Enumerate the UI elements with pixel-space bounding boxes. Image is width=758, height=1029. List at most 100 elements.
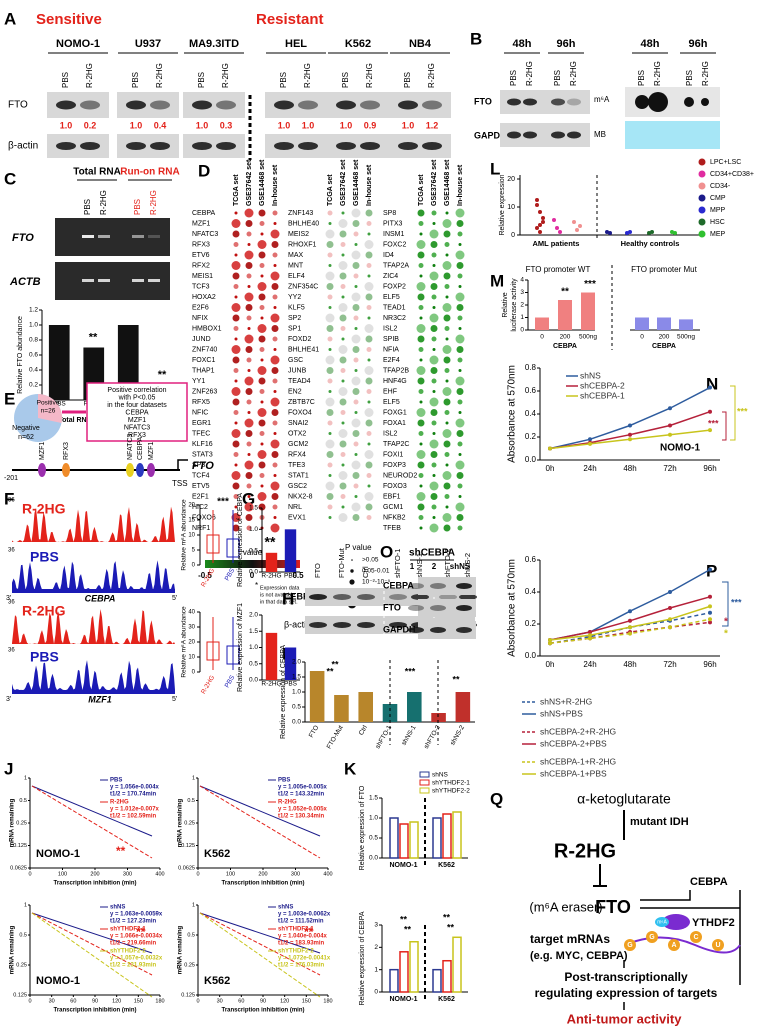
bar bbox=[334, 695, 349, 722]
bar bbox=[399, 823, 409, 859]
protein bbox=[662, 914, 690, 930]
label: PBS bbox=[637, 70, 646, 86]
dot bbox=[416, 366, 426, 375]
dot bbox=[419, 232, 423, 236]
dot bbox=[431, 252, 437, 258]
dot bbox=[456, 304, 464, 311]
dot bbox=[444, 284, 450, 289]
dot bbox=[364, 282, 374, 291]
label: 1.0 bbox=[278, 120, 291, 130]
dot bbox=[442, 261, 452, 270]
dot bbox=[366, 347, 372, 352]
legend-dot bbox=[698, 218, 706, 226]
dot bbox=[244, 460, 254, 470]
dot bbox=[325, 439, 335, 449]
band bbox=[389, 594, 407, 600]
label: 90 bbox=[260, 998, 266, 1004]
gene-name: HMBOX1 bbox=[192, 325, 222, 332]
bar bbox=[442, 959, 452, 993]
label: NB4 bbox=[409, 38, 432, 50]
bar bbox=[265, 632, 278, 680]
dot bbox=[443, 482, 451, 490]
sample-dot bbox=[535, 226, 539, 230]
dot bbox=[456, 388, 464, 395]
gene-name: TCF4 bbox=[192, 472, 210, 479]
dot bbox=[365, 419, 373, 427]
label: shYTHDF2-1 bbox=[432, 780, 470, 787]
dot bbox=[257, 282, 267, 291]
y-tick-label: 1.5 bbox=[292, 674, 301, 681]
dot bbox=[247, 243, 251, 246]
dot bbox=[271, 367, 279, 374]
label: 120 bbox=[112, 998, 121, 1004]
label: MZF1 bbox=[88, 694, 112, 704]
label: 1 bbox=[24, 902, 27, 908]
label: 1.5 bbox=[369, 795, 378, 802]
label: Total RNA bbox=[58, 417, 91, 424]
dot bbox=[432, 516, 436, 519]
fit-line bbox=[31, 912, 153, 954]
dot bbox=[354, 453, 358, 456]
label: TCGA set bbox=[233, 174, 240, 206]
label: t1/2 = 130.34min bbox=[278, 814, 325, 820]
band bbox=[389, 622, 407, 628]
label: RFX3 bbox=[63, 442, 70, 460]
dot bbox=[232, 524, 240, 532]
gene-name: FOXI1 bbox=[383, 451, 403, 458]
label: shCEBPA bbox=[409, 548, 455, 559]
label: 48h bbox=[641, 38, 660, 50]
legend-dot bbox=[698, 170, 706, 178]
label: G bbox=[627, 942, 633, 949]
blot bbox=[418, 599, 476, 617]
label: 150 bbox=[134, 998, 143, 1004]
label: 0.6 bbox=[525, 386, 537, 395]
dot bbox=[456, 514, 464, 521]
dot bbox=[457, 441, 463, 447]
label: NOMO-1 bbox=[56, 38, 100, 50]
dot bbox=[455, 502, 465, 512]
dot bbox=[270, 313, 280, 323]
gene-name: EHF bbox=[383, 388, 397, 395]
label: ** bbox=[304, 925, 314, 939]
label: Expression data bbox=[260, 585, 300, 591]
dot bbox=[417, 209, 425, 217]
label: NOMO-1 bbox=[36, 848, 80, 860]
dot bbox=[270, 355, 280, 365]
label: shNS bbox=[580, 370, 601, 380]
label: 20 bbox=[188, 503, 195, 509]
label: 0.0 bbox=[525, 455, 537, 464]
dot bbox=[352, 472, 360, 479]
label: NFATC3 bbox=[127, 434, 134, 460]
y-tick-label: 1.5 bbox=[249, 505, 258, 512]
label: 30 bbox=[217, 998, 223, 1004]
dot bbox=[457, 399, 463, 405]
label: R-2HG bbox=[525, 61, 534, 86]
protein-tag bbox=[655, 917, 669, 927]
point bbox=[628, 625, 632, 630]
gel-band bbox=[82, 235, 94, 238]
dot bbox=[442, 471, 452, 480]
dot bbox=[327, 462, 333, 468]
dot bbox=[366, 515, 372, 520]
label: MZF1 bbox=[148, 442, 155, 460]
panel-letter: K bbox=[344, 759, 357, 778]
dot bbox=[245, 346, 253, 353]
gene-name: RFX2 bbox=[192, 262, 210, 269]
dot bbox=[365, 335, 373, 343]
label: PBS bbox=[509, 70, 518, 86]
pie-positive bbox=[38, 394, 63, 423]
dot bbox=[457, 273, 463, 279]
label: y = 1.063e-0.0059x bbox=[110, 912, 163, 918]
label: Positive bbox=[37, 400, 60, 407]
band bbox=[430, 583, 446, 589]
panel-letter: N bbox=[706, 374, 718, 393]
dot bbox=[431, 504, 437, 510]
dot bbox=[260, 232, 264, 236]
label: t1/2 = 219.66min bbox=[110, 941, 157, 947]
dot bbox=[258, 335, 266, 343]
sample-dot bbox=[575, 228, 579, 232]
dot bbox=[232, 230, 240, 238]
label: 300 bbox=[123, 871, 132, 877]
dot bbox=[338, 303, 348, 312]
label: 0.5 bbox=[19, 932, 27, 938]
